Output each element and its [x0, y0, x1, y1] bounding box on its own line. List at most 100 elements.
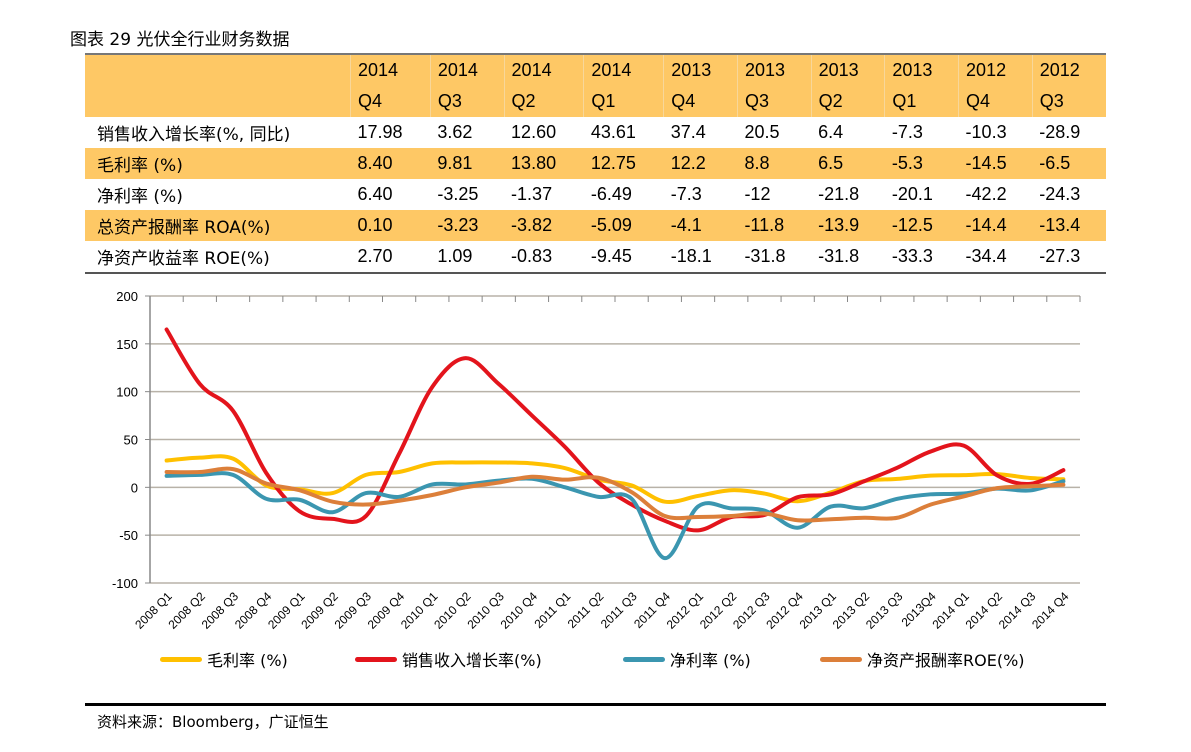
legend-item: 净利率 (%) — [623, 647, 751, 671]
y-tick-label: -100 — [112, 576, 138, 591]
table-cell: -42.2 — [965, 184, 1007, 204]
chart-legend: 毛利率 (%) 销售收入增长率(%) 净利率 (%) 净资产报酬率ROE(%) — [160, 647, 1100, 671]
row-label: 总资产报酬率 ROA(%) — [85, 210, 351, 241]
table-cell: -34.4 — [965, 246, 1007, 266]
figure-title: 图表 29 光伏全行业财务数据 — [70, 30, 290, 50]
table-cell: -24.3 — [1039, 184, 1081, 204]
column-header: Q4 — [350, 86, 431, 117]
column-header: 2013 — [736, 54, 812, 86]
column-header: Q1 — [583, 86, 664, 117]
table-cell: -3.25 — [437, 184, 479, 204]
column-header: Q3 — [429, 86, 505, 117]
table-cell: -14.4 — [958, 210, 1033, 241]
table-cell: 6.5 — [811, 148, 885, 179]
table-cell: -13.9 — [811, 210, 885, 241]
legend-swatch — [623, 656, 665, 662]
table-cell: -33.3 — [891, 246, 933, 266]
table-cell: -14.5 — [958, 148, 1033, 179]
table-cell: -7.3 — [670, 184, 702, 204]
series-line-1 — [164, 327, 1066, 533]
table-cell: 17.98 — [357, 122, 403, 142]
column-header: Q2 — [810, 86, 885, 117]
table-cell: -11.8 — [737, 210, 812, 241]
legend-label: 销售收入增长率(%) — [402, 651, 542, 670]
table-cell: -0.83 — [511, 246, 553, 266]
table-cell: 2.70 — [357, 246, 393, 266]
x-tick-label: 2014 Q4 — [1029, 589, 1072, 632]
column-header: Q1 — [884, 86, 959, 117]
x-tick-label: 2010 Q4 — [498, 589, 541, 632]
table-cell: -21.8 — [818, 184, 860, 204]
table-cell: 3.62 — [437, 122, 473, 142]
table-cell: 6.40 — [357, 184, 393, 204]
table-cell: -5.09 — [583, 210, 664, 241]
header-blank — [85, 86, 351, 117]
y-tick-label: 150 — [116, 337, 138, 352]
table-cell: -31.8 — [818, 246, 860, 266]
table-cell: -1.37 — [511, 184, 553, 204]
series-line-2 — [164, 471, 1066, 561]
column-header: Q3 — [736, 86, 812, 117]
table-cell: 0.10 — [350, 210, 431, 241]
row-label: 销售收入增长率(%, 同比) — [97, 125, 291, 145]
table-row: 销售收入增长率(%, 同比) 17.98 3.62 12.60 43.61 37.4 20.… — [85, 117, 1106, 148]
legend-label: 毛利率 (%) — [207, 651, 288, 670]
column-header: 2012 — [1031, 54, 1106, 86]
column-header: Q3 — [1031, 86, 1106, 117]
source-note: 资料来源：Bloomberg，广证恒生 — [97, 713, 329, 731]
column-header: 2013 — [884, 54, 959, 86]
divider — [85, 703, 1106, 706]
row-label: 毛利率 (%) — [85, 148, 351, 179]
table-cell: 37.4 — [670, 122, 706, 142]
table-cell: -9.45 — [590, 246, 632, 266]
table-cell: 43.61 — [590, 122, 636, 142]
x-tick-label: 2013 Q3 — [863, 589, 906, 632]
table-row: 毛利率 (%) 8.40 9.81 13.80 12.75 12.2 8.8 6.5 -5.3-… — [85, 148, 1106, 179]
y-tick-label: -50 — [119, 528, 138, 543]
column-header: Q4 — [958, 86, 1033, 117]
legend-item: 销售收入增长率(%) — [355, 647, 542, 671]
column-header: 2012 — [958, 54, 1033, 86]
legend-label: 净资产报酬率ROE(%) — [867, 651, 1025, 670]
table-cell: -31.8 — [744, 246, 786, 266]
column-header: 2014 — [583, 54, 664, 86]
legend-swatch — [355, 656, 397, 662]
table-cell: 20.5 — [744, 122, 780, 142]
table-cell: 1.09 — [437, 246, 473, 266]
table-cell: -4.1 — [663, 210, 738, 241]
table-cell: 6.4 — [818, 122, 844, 142]
table-cell: -3.23 — [430, 210, 505, 241]
y-tick-label: 50 — [124, 433, 138, 448]
table-cell: 9.81 — [430, 148, 505, 179]
header-blank — [85, 54, 351, 86]
y-tick-label: 0 — [131, 480, 138, 495]
table-cell: -5.3 — [884, 148, 959, 179]
table-cell: 8.8 — [737, 148, 812, 179]
column-header: 2014 — [503, 54, 584, 86]
table-row: 总资产报酬率 ROA(%) 0.10 -3.23 -3.82 -5.09 -4.1 -11.… — [85, 210, 1106, 241]
table-cell: 13.80 — [504, 148, 584, 179]
column-header: 2013 — [810, 54, 885, 86]
table-cell: -18.1 — [670, 246, 712, 266]
legend-swatch — [160, 656, 202, 662]
table-cell: -27.3 — [1039, 246, 1081, 266]
table-cell: -20.1 — [891, 184, 933, 204]
column-header: Q2 — [503, 86, 584, 117]
table-cell: -3.82 — [504, 210, 584, 241]
table-cell: -28.9 — [1039, 122, 1081, 142]
column-header: 2014 — [350, 54, 431, 86]
table-cell: 12.75 — [583, 148, 664, 179]
legend-item: 净资产报酬率ROE(%) — [820, 647, 1025, 671]
row-label: 净资产收益率 ROE(%) — [97, 249, 270, 269]
row-label: 净利率 (%) — [97, 187, 183, 207]
table-row: 净利率 (%) 6.40 -3.25 -1.37 -6.49 -7.3 -12 -21.8 -2… — [85, 179, 1106, 210]
legend-label: 净利率 (%) — [670, 651, 751, 670]
series-line-3 — [164, 466, 1066, 523]
legend-item: 毛利率 (%) — [160, 647, 288, 671]
table-cell: 8.40 — [350, 148, 431, 179]
table-cell: -10.3 — [965, 122, 1007, 142]
legend-swatch — [820, 656, 862, 662]
financial-data-table: 2014 2014 2014 2014 2013 2013 2013 2013 2012 2012… — [85, 53, 1106, 274]
table-cell: 12.2 — [663, 148, 738, 179]
